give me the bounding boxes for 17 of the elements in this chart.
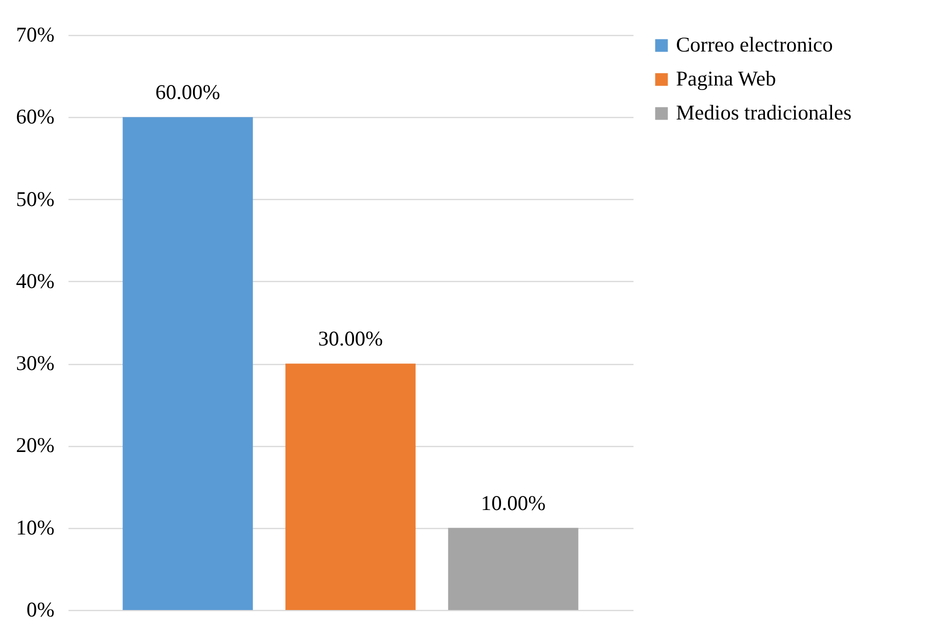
bar: [448, 528, 578, 610]
y-tick-label: 70%: [16, 22, 54, 46]
legend-label: Pagina Web: [676, 66, 776, 90]
data-label: 30.00%: [318, 326, 383, 351]
legend-label: Correo electronico: [676, 32, 833, 56]
bar: [285, 364, 416, 610]
y-tick-label: 10%: [16, 515, 54, 540]
y-tick-label: 30%: [16, 351, 54, 376]
legend-label: Medios tradicionales: [676, 100, 852, 124]
data-label: 60.00%: [155, 80, 220, 104]
y-tick-label: 50%: [16, 186, 54, 211]
y-tick-label: 60%: [16, 104, 54, 129]
y-tick-label: 20%: [16, 433, 54, 458]
y-tick-label: 0%: [26, 598, 54, 622]
data-label: 10.00%: [480, 490, 546, 515]
bar: [122, 117, 253, 610]
y-tick-label: 40%: [16, 268, 54, 293]
